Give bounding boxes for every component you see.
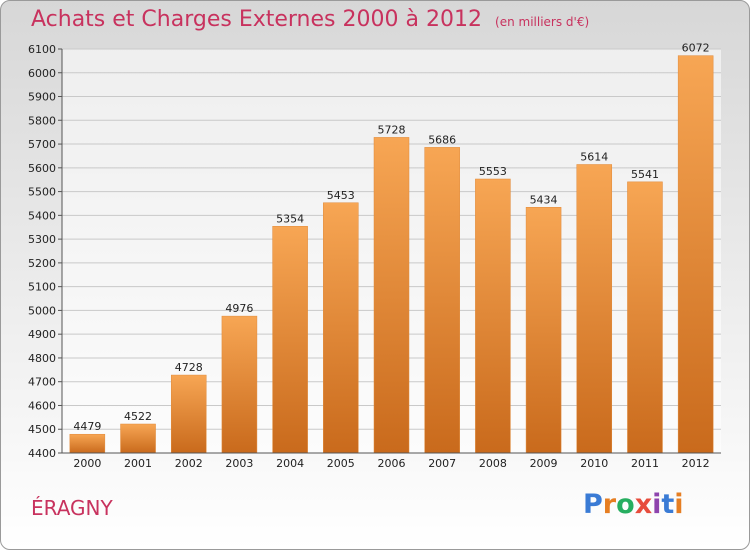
x-tick-label: 2003: [225, 457, 253, 470]
axes: 4400 4500 4600 4700 4800 4900 5000 5100 5200 5300…: [28, 43, 721, 470]
x-tick-label: 2001: [124, 457, 152, 470]
bar-2011: [627, 181, 663, 454]
logo-letter: i: [674, 489, 684, 520]
logo-letter: o: [616, 489, 635, 520]
bar-2005: [323, 202, 359, 454]
commune-name: ÉRAGNY: [31, 496, 113, 520]
bar-2006: [373, 137, 410, 454]
y-tick-label: 6000: [28, 67, 56, 80]
y-tick-label: 5500: [28, 186, 56, 199]
data-label-2000: 4479: [73, 420, 101, 433]
data-label-2007: 5686: [428, 133, 456, 146]
x-tick-label: 2000: [73, 457, 101, 470]
data-label-2002: 4728: [175, 361, 203, 374]
data-label-2006: 5728: [378, 123, 406, 136]
bar-2003: [221, 315, 258, 454]
bar-2009: [525, 207, 562, 454]
bar-2010: [576, 164, 613, 454]
proxiti-logo: Proxiti: [583, 489, 684, 520]
y-tick-label: 4600: [28, 399, 56, 412]
y-tick-label: 4800: [28, 352, 56, 365]
x-tick-label: 2012: [682, 457, 710, 470]
data-label-2008: 5553: [479, 165, 507, 178]
x-tick-label: 2008: [479, 457, 507, 470]
x-tick-label: 2002: [175, 457, 203, 470]
y-tick-label: 5700: [28, 138, 56, 151]
x-tick-label: 2007: [428, 457, 456, 470]
x-tick-label: 2011: [631, 457, 659, 470]
logo-letter: r: [602, 489, 617, 520]
bars-group: 4479 4522 4728 4976 5354 5453 5728 5686 5553 5434…: [69, 42, 714, 454]
data-label-2012: 6072: [682, 42, 710, 55]
y-tick-label: 4700: [28, 376, 56, 389]
y-tick-label: 5600: [28, 162, 56, 175]
logo-letter: i: [652, 489, 662, 520]
bar-2012: [677, 55, 714, 454]
y-tick-label: 4400: [28, 447, 56, 460]
y-tick-label: 6100: [28, 43, 56, 56]
y-tick-label: 5800: [28, 114, 56, 127]
y-tick-label: 5400: [28, 209, 56, 222]
y-tick-label: 4900: [28, 328, 56, 341]
y-tick-label: 5200: [28, 257, 56, 270]
data-label-2010: 5614: [580, 150, 608, 163]
data-label-2011: 5541: [631, 168, 659, 181]
y-tick-label: 5100: [28, 281, 56, 294]
x-tick-label: 2004: [276, 457, 304, 470]
logo-letter: t: [661, 489, 675, 520]
x-tick-label: 2006: [378, 457, 406, 470]
data-label-2003: 4976: [225, 302, 253, 315]
logo-letter: P: [583, 489, 603, 520]
logo-letter: x: [634, 489, 653, 520]
bar-2004: [272, 226, 308, 454]
x-tick-label: 2005: [327, 457, 355, 470]
bar-2002: [170, 374, 207, 454]
bar-2001: [120, 423, 156, 454]
bar-2000: [69, 433, 106, 454]
y-tick-label: 5300: [28, 233, 56, 246]
y-tick-label: 5000: [28, 304, 56, 317]
chart-unit-text: (en milliers d'€): [495, 15, 590, 29]
data-label-2001: 4522: [124, 410, 152, 423]
chart-title-text: Achats et Charges Externes 2000 à 2012: [31, 7, 482, 32]
data-label-2004: 5354: [276, 212, 304, 225]
data-label-2005: 5453: [327, 189, 355, 202]
chart-title: Achats et Charges Externes 2000 à 2012 (…: [31, 7, 589, 32]
bar-2007: [424, 147, 460, 454]
data-label-2009: 5434: [530, 193, 558, 206]
bar-2008: [475, 178, 511, 454]
x-tick-label: 2010: [580, 457, 608, 470]
y-tick-label: 4500: [28, 423, 56, 436]
y-tick-label: 5900: [28, 91, 56, 104]
x-tick-label: 2009: [530, 457, 558, 470]
